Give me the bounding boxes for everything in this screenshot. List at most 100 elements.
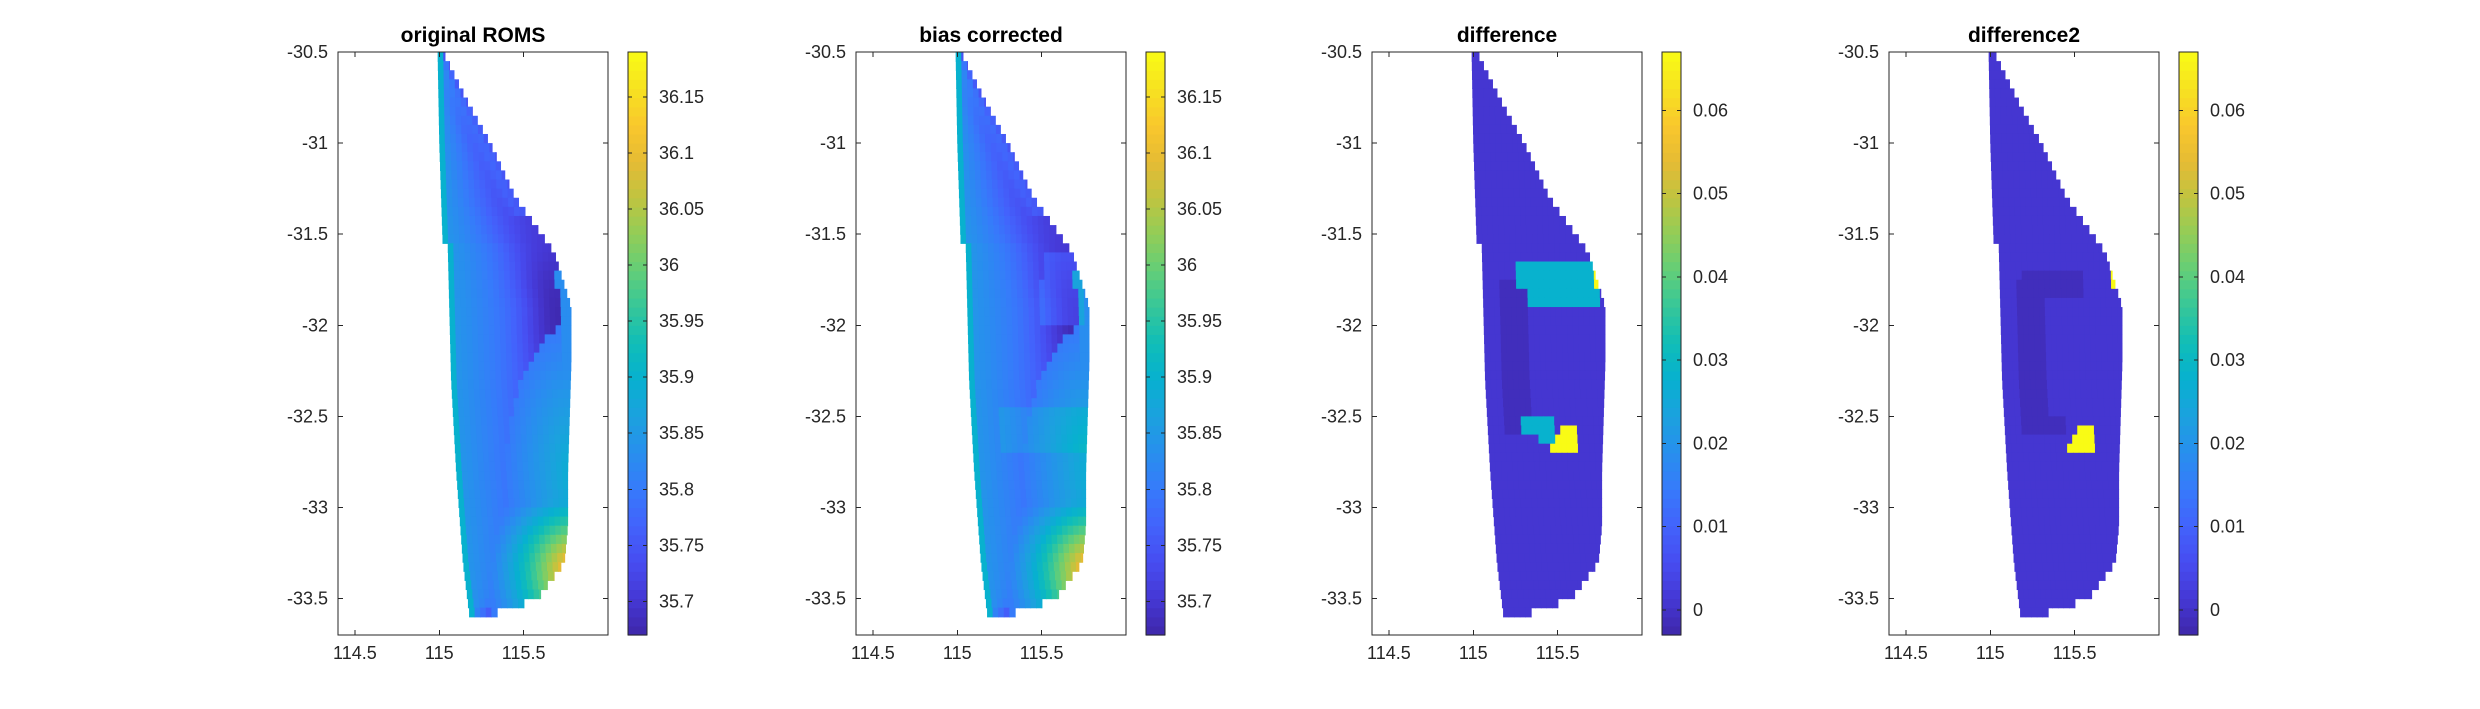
heatmap-cell: [1554, 225, 1561, 235]
heatmap-cell: [2067, 589, 2075, 600]
colorbar-segment: [2179, 625, 2198, 636]
heatmap-cell: [464, 425, 472, 436]
heatmap-cell: [465, 516, 472, 527]
heatmap-cell: [460, 288, 467, 299]
colorbar-segment: [1146, 215, 1165, 226]
heatmap-cell: [1494, 307, 1501, 317]
heatmap-cell: [1501, 152, 1508, 162]
heatmap-cell: [1591, 480, 1598, 490]
heatmap-cell: [495, 161, 502, 172]
heatmap-cell: [1519, 398, 1526, 408]
heatmap-cell: [511, 534, 518, 545]
heatmap-cell: [2013, 161, 2020, 172]
heatmap-cell: [1524, 170, 1531, 181]
heatmap-cell: [1046, 352, 1053, 363]
heatmap-cell: [1016, 516, 1023, 527]
heatmap-cell: [471, 434, 478, 445]
heatmap-cell: [480, 398, 487, 408]
heatmap-cell: [1058, 389, 1066, 399]
heatmap-cell: [1510, 288, 1517, 299]
heatmap-cell: [1044, 425, 1051, 436]
heatmap-cell: [2059, 225, 2067, 235]
heatmap-cell: [1533, 307, 1540, 317]
colorbar-segment: [1146, 370, 1165, 381]
heatmap-cell: [519, 498, 526, 509]
heatmap-cell: [1014, 489, 1021, 499]
heatmap-cell: [1560, 580, 1568, 591]
heatmap-cell: [994, 279, 1001, 290]
heatmap-cell: [1572, 525, 1579, 536]
heatmap-cell: [1559, 407, 1566, 417]
colorbar-segment: [2179, 543, 2198, 554]
heatmap-cell: [1577, 516, 1584, 527]
heatmap-cell: [484, 553, 491, 563]
heatmap-cell: [485, 179, 492, 190]
heatmap-cell: [1579, 543, 1586, 554]
heatmap-cell: [1009, 407, 1016, 417]
heatmap-cell: [1535, 379, 1542, 390]
heatmap-cell: [999, 225, 1006, 235]
heatmap-cell: [1528, 461, 1536, 472]
y-tick-label: -30.5: [1838, 42, 1879, 62]
heatmap-cell: [501, 553, 508, 563]
heatmap-cell: [1046, 461, 1053, 472]
heatmap-cell: [1017, 297, 1024, 308]
heatmap-cell: [976, 498, 983, 509]
heatmap-cell: [466, 316, 473, 326]
heatmap-cell: [503, 498, 510, 509]
heatmap-cell: [508, 225, 516, 235]
heatmap-cell: [1041, 379, 1048, 390]
heatmap-cell: [497, 206, 504, 217]
heatmap-cell: [1003, 197, 1010, 208]
heatmap-cell: [445, 170, 453, 181]
heatmap-cell: [965, 206, 972, 217]
heatmap-cell: [1579, 352, 1586, 363]
heatmap-cell: [2087, 243, 2095, 254]
heatmap-cell: [1055, 234, 1062, 244]
heatmap-cell: [1039, 525, 1046, 536]
heatmap-cell: [2086, 489, 2093, 499]
heatmap-cell: [1060, 416, 1067, 427]
heatmap-cell: [2046, 161, 2053, 172]
heatmap-cell: [2014, 398, 2021, 408]
heatmap-cell: [1078, 307, 1085, 317]
heatmap-cell: [1055, 507, 1062, 518]
colorbar-segment: [1662, 625, 1681, 636]
heatmap-cell: [1002, 370, 1009, 381]
heatmap-cell: [2042, 398, 2049, 408]
heatmap-cell: [1519, 179, 1526, 190]
heatmap-cell: [2053, 407, 2061, 417]
heatmap-cell: [2105, 261, 2110, 272]
heatmap-cell: [1510, 279, 1517, 290]
heatmap-cell: [540, 480, 547, 490]
heatmap-cell: [1577, 443, 1585, 454]
heatmap-cell: [2062, 452, 2069, 463]
heatmap-cell: [966, 261, 973, 272]
heatmap-cell: [471, 580, 478, 591]
heatmap-cell: [1512, 543, 1519, 554]
heatmap-cell: [1056, 325, 1064, 335]
heatmap-cell: [1035, 361, 1042, 372]
heatmap-cell: [548, 270, 555, 281]
heatmap-cell: [527, 297, 534, 308]
heatmap-cell: [515, 516, 522, 527]
heatmap-cell: [531, 425, 538, 436]
heatmap-cell: [2002, 379, 2009, 390]
heatmap-cell: [1038, 507, 1045, 518]
heatmap-cell: [477, 316, 484, 326]
colorbar-segment: [628, 416, 647, 427]
heatmap-cell: [542, 571, 549, 581]
heatmap-cell: [1486, 407, 1493, 417]
heatmap-cell: [1578, 316, 1585, 326]
heatmap-cell: [1504, 425, 1511, 436]
heatmap-cell: [564, 507, 569, 518]
heatmap-cell: [1014, 562, 1022, 572]
colorbar-segment: [1146, 507, 1165, 518]
heatmap-cell: [959, 197, 966, 208]
heatmap-cell: [978, 325, 986, 335]
heatmap-cell: [1596, 543, 1600, 554]
heatmap-cell: [455, 115, 462, 126]
heatmap-cell: [1037, 489, 1044, 499]
heatmap-cell: [968, 152, 976, 162]
